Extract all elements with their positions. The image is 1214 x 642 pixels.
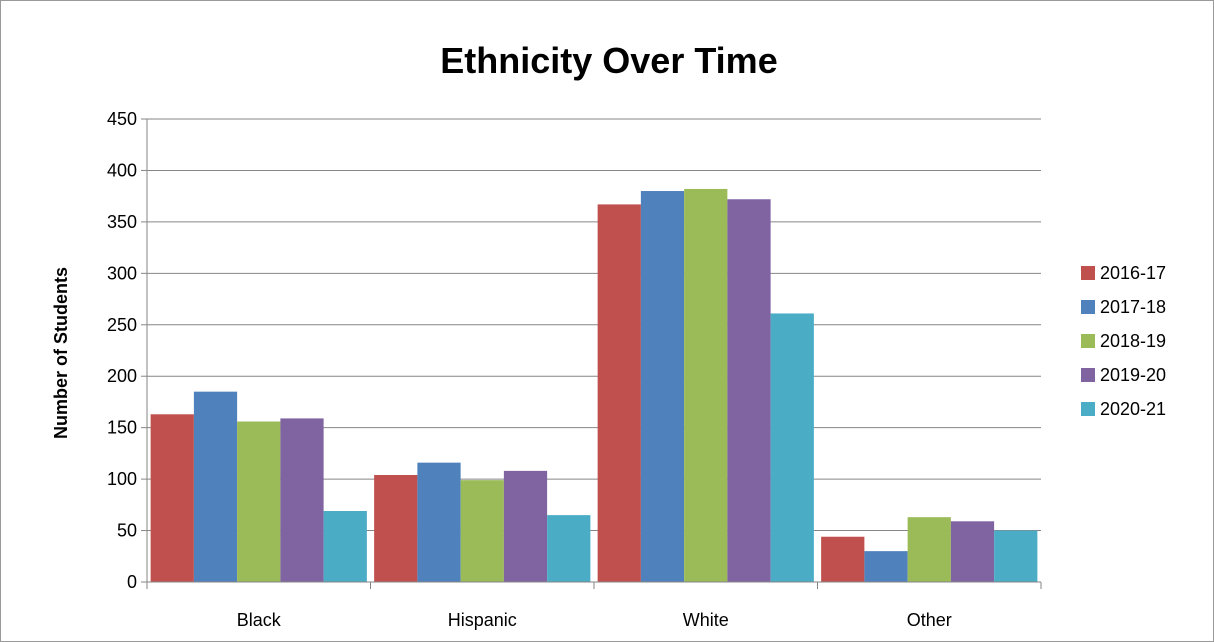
x-tick-label: Black (237, 610, 282, 630)
bar (150, 414, 194, 582)
legend-label: 2019-20 (1100, 365, 1166, 385)
x-tick-label: White (683, 610, 729, 630)
y-tick-label: 300 (107, 263, 137, 283)
legend-label: 2020-21 (1100, 399, 1166, 419)
y-axis-label: Number of Students (51, 267, 71, 439)
legend-label: 2018-19 (1100, 331, 1166, 351)
y-tick-label: 250 (107, 315, 137, 335)
x-tick-label: Hispanic (448, 610, 517, 630)
bar (950, 521, 995, 582)
y-tick-label: 400 (107, 160, 137, 180)
bar (280, 418, 324, 582)
bar (640, 191, 685, 582)
bar (547, 515, 591, 582)
bar (684, 188, 728, 582)
bar (460, 480, 504, 582)
y-tick-label: 350 (107, 212, 137, 232)
y-tick-label: 0 (127, 572, 137, 592)
bar (193, 391, 238, 582)
y-tick-label: 100 (107, 469, 137, 489)
legend-swatch (1081, 368, 1095, 382)
bar (417, 462, 461, 582)
legend-label: 2016-17 (1100, 263, 1166, 283)
bar (821, 536, 865, 582)
y-tick-label: 200 (107, 366, 137, 386)
legend-label: 2017-18 (1100, 297, 1166, 317)
x-tick-label: Other (907, 610, 952, 630)
bar (237, 421, 281, 582)
bar (770, 313, 814, 582)
bar (374, 474, 418, 582)
legend-swatch (1081, 266, 1095, 280)
y-tick-label: 150 (107, 418, 137, 438)
bar (864, 551, 908, 582)
legend-swatch (1081, 300, 1095, 314)
legend-swatch (1081, 402, 1095, 416)
legend: 2016-17 2017-18 2018-19 2019-20 2020-21 (1081, 263, 1166, 419)
bar (503, 470, 548, 582)
y-tick-label: 50 (117, 521, 137, 541)
bars (150, 188, 1038, 583)
bar (597, 204, 641, 583)
bar (727, 199, 771, 582)
axes: 0 50 100 150 200 250 300 350 400 450 Black Hispanic… (107, 109, 1042, 630)
legend-swatch (1081, 334, 1095, 348)
bar (323, 511, 367, 582)
y-tick-label: 450 (107, 109, 137, 129)
chart-title: Ethnicity Over Time (440, 40, 777, 81)
bar (907, 517, 951, 582)
bar (994, 530, 1038, 582)
